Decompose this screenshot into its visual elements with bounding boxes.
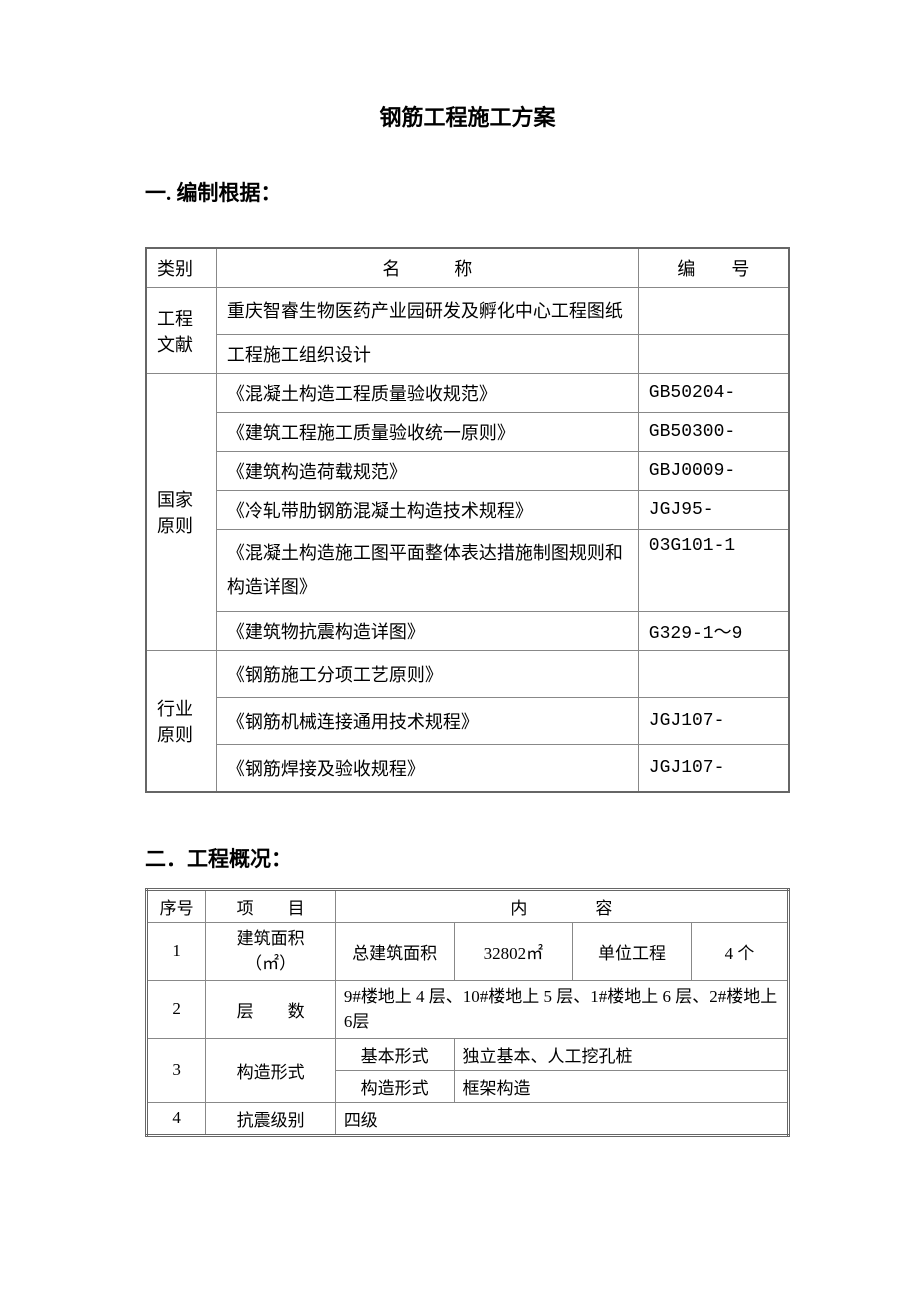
table-header-row: 序号 项 目 内 容 [147, 889, 789, 922]
name-cell: 《混凝土构造施工图平面整体表达措施制图规则和构造详图》 [216, 530, 638, 611]
code-cell [638, 335, 789, 374]
header-item: 项 目 [206, 889, 335, 922]
table-row: 《建筑构造荷载规范》 GBJ0009- [146, 452, 789, 491]
table-row: 3 构造形式 基本形式 独立基本、人工挖孔桩 [147, 1038, 789, 1070]
category-cell: 行业原则 [146, 650, 216, 792]
content-cell: 9#楼地上 4 层、10#楼地上 5 层、1#楼地上 6 层、2#楼地上 6层 [335, 980, 788, 1038]
seq-cell: 4 [147, 1102, 206, 1135]
table-row: 《钢筋机械连接通用技术规程》 JGJ107- [146, 697, 789, 744]
category-cell: 国家原则 [146, 374, 216, 650]
table-row: 工程施工组织设计 [146, 335, 789, 374]
name-cell: 《建筑工程施工质量验收统一原则》 [216, 413, 638, 452]
section-1-heading: 一. 编制根据： [145, 177, 790, 207]
item-cell: 构造形式 [206, 1038, 335, 1102]
table-row: 《混凝土构造施工图平面整体表达措施制图规则和构造详图》 03G101-1 [146, 530, 789, 611]
table-row: 《建筑工程施工质量验收统一原则》 GB50300- [146, 413, 789, 452]
table-row: 国家原则 《混凝土构造工程质量验收规范》 GB50204- [146, 374, 789, 413]
header-category: 类别 [146, 248, 216, 288]
code-cell: JGJ107- [638, 744, 789, 792]
sub-value: 32802㎡ [454, 922, 573, 980]
name-cell: 《建筑构造荷载规范》 [216, 452, 638, 491]
name-cell: 《钢筋焊接及验收规程》 [216, 744, 638, 792]
name-cell: 《冷轧带肋钢筋混凝土构造技术规程》 [216, 491, 638, 530]
name-cell: 《建筑物抗震构造详图》 [216, 611, 638, 650]
name-cell: 《钢筋机械连接通用技术规程》 [216, 697, 638, 744]
category-cell: 工程文献 [146, 288, 216, 374]
code-cell: 03G101-1 [638, 530, 789, 611]
table-row: 1 建筑面积 （㎡） 总建筑面积 32802㎡ 单位工程 4 个 [147, 922, 789, 980]
name-cell: 《钢筋施工分项工艺原则》 [216, 650, 638, 697]
item-line: 建筑面积 [237, 929, 305, 948]
basis-table: 类别 名 称 编 号 工程文献 重庆智睿生物医药产业园研发及孵化中心工程图纸 工… [145, 247, 790, 793]
code-cell [638, 650, 789, 697]
header-seq: 序号 [147, 889, 206, 922]
document-page: 钢筋工程施工方案 一. 编制根据： 类别 名 称 编 号 工程文献 重庆智睿生物… [0, 0, 920, 1197]
header-content: 内 容 [335, 889, 788, 922]
table-row: 4 抗震级别 四级 [147, 1102, 789, 1135]
code-cell: GB50300- [638, 413, 789, 452]
seq-cell: 1 [147, 922, 206, 980]
header-code: 编 号 [638, 248, 789, 288]
document-title: 钢筋工程施工方案 [145, 100, 790, 132]
table-row: 工程文献 重庆智睿生物医药产业园研发及孵化中心工程图纸 [146, 288, 789, 335]
item-cell: 建筑面积 （㎡） [206, 922, 335, 980]
name-cell: 《混凝土构造工程质量验收规范》 [216, 374, 638, 413]
table-row: 《冷轧带肋钢筋混凝土构造技术规程》 JGJ95- [146, 491, 789, 530]
code-cell: G329-1～9 [638, 611, 789, 650]
sub-value: 独立基本、人工挖孔桩 [454, 1038, 789, 1070]
header-name: 名 称 [216, 248, 638, 288]
item-cell: 层 数 [206, 980, 335, 1038]
seq-cell: 3 [147, 1038, 206, 1102]
seq-cell: 2 [147, 980, 206, 1038]
code-cell: JGJ107- [638, 697, 789, 744]
sub-value: 框架构造 [454, 1070, 789, 1102]
name-cell: 重庆智睿生物医药产业园研发及孵化中心工程图纸 [216, 288, 638, 335]
sub-label: 单位工程 [573, 922, 692, 980]
item-line: （㎡） [245, 954, 296, 973]
sub-value: 4 个 [691, 922, 788, 980]
sub-label: 构造形式 [335, 1070, 454, 1102]
table-row: 2 层 数 9#楼地上 4 层、10#楼地上 5 层、1#楼地上 6 层、2#楼… [147, 980, 789, 1038]
code-cell [638, 288, 789, 335]
table-header-row: 类别 名 称 编 号 [146, 248, 789, 288]
section-2-heading: 二．工程概况： [145, 843, 790, 873]
content-cell: 四级 [335, 1102, 788, 1135]
table-row: 《建筑物抗震构造详图》 G329-1～9 [146, 611, 789, 650]
table-row: 《钢筋焊接及验收规程》 JGJ107- [146, 744, 789, 792]
sub-label: 基本形式 [335, 1038, 454, 1070]
sub-label: 总建筑面积 [335, 922, 454, 980]
code-cell: GBJ0009- [638, 452, 789, 491]
item-cell: 抗震级别 [206, 1102, 335, 1135]
overview-table: 序号 项 目 内 容 1 建筑面积 （㎡） 总建筑面积 32802㎡ 单位工程 … [145, 888, 790, 1137]
code-cell: JGJ95- [638, 491, 789, 530]
table-row: 行业原则 《钢筋施工分项工艺原则》 [146, 650, 789, 697]
name-cell: 工程施工组织设计 [216, 335, 638, 374]
code-cell: GB50204- [638, 374, 789, 413]
